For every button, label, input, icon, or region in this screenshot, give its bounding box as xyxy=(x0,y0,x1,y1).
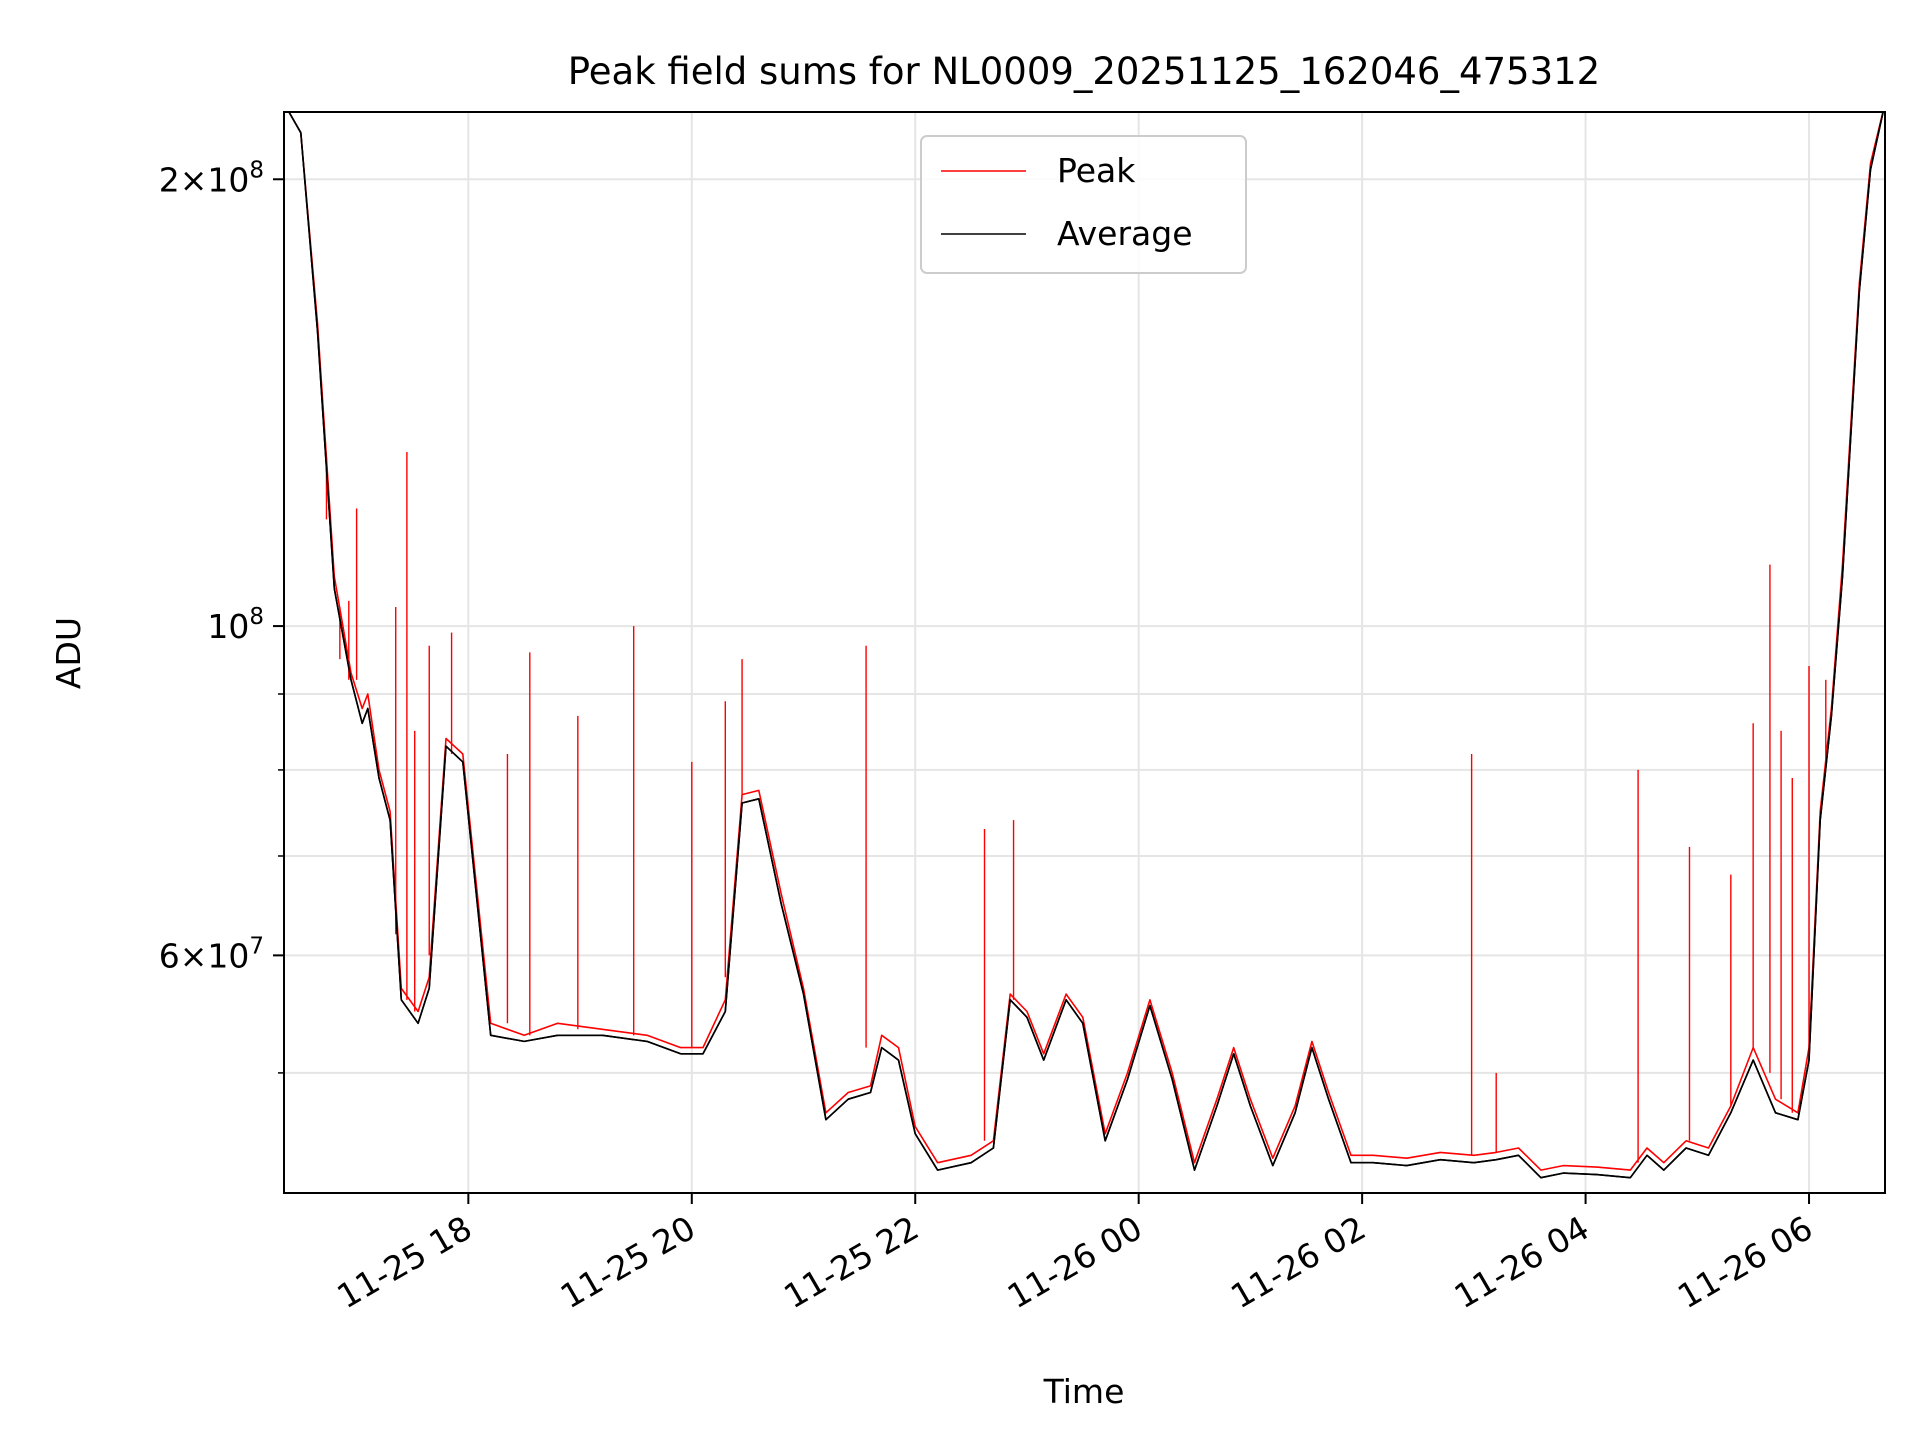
legend-label-average: Average xyxy=(1057,214,1193,253)
y-tick-label-1: 108 xyxy=(207,604,264,646)
y-tick-label-2: 2×108 xyxy=(159,157,264,199)
y-tick-label-0: 6×107 xyxy=(159,933,264,975)
series-line-peak xyxy=(288,112,1884,1171)
legend: Peak Average xyxy=(920,135,1247,274)
y-axis-label: ADU xyxy=(49,617,88,689)
x-axis-label: Time xyxy=(1043,1372,1125,1411)
chart-title: Peak field sums for NL0009_20251125_1620… xyxy=(568,50,1600,93)
legend-label-peak: Peak xyxy=(1057,151,1136,190)
plot-frame xyxy=(283,111,1886,1194)
series-layer xyxy=(288,112,1884,1179)
series-line-average-overlay xyxy=(288,112,1884,1179)
